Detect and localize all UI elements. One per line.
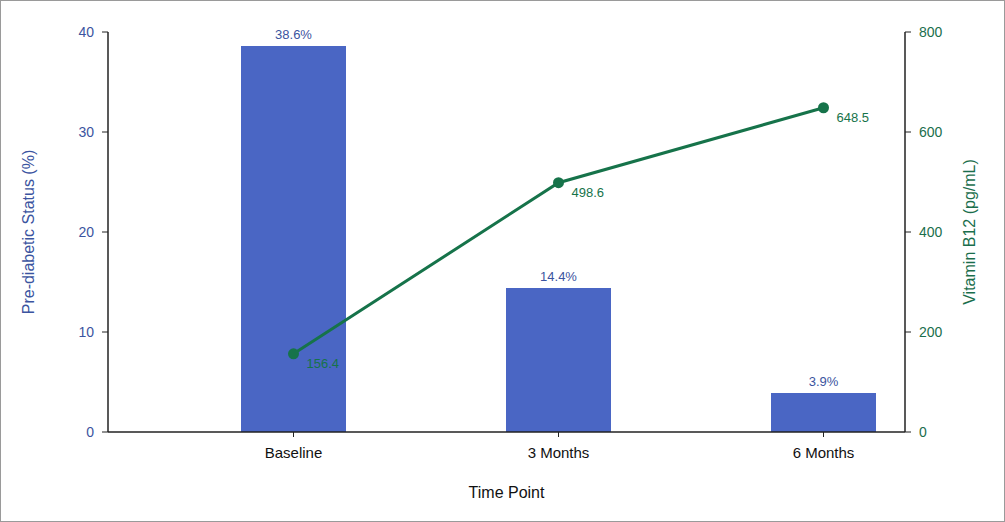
x-tick — [823, 432, 824, 437]
point-label: 156.4 — [307, 356, 340, 371]
y2-tick-label: 600 — [919, 124, 943, 140]
bar-label: 3.9% — [809, 374, 839, 389]
point — [553, 177, 564, 188]
bar-label: 38.6% — [275, 27, 312, 42]
bar — [241, 46, 346, 432]
y-tick — [102, 132, 108, 133]
x-tick-label: Baseline — [265, 444, 323, 461]
chart-container: 38.6%14.4%3.9%156.4498.6648.501020304002… — [0, 0, 1005, 522]
y2-tick — [905, 32, 911, 33]
y-tick-label: 20 — [78, 224, 94, 240]
plot-area — [241, 46, 876, 432]
point-label: 648.5 — [837, 110, 870, 125]
data-labels: 38.6% 14.4% 3.9% 156.4 498.6 648.5 — [275, 27, 869, 389]
y-axis-title: Pre-diabetic Status (%) — [20, 150, 37, 315]
y2-tick-label: 0 — [919, 424, 927, 440]
bar — [506, 288, 611, 432]
y2-tick-label: 200 — [919, 324, 943, 340]
x-tick — [558, 432, 559, 437]
point — [818, 102, 829, 113]
y2-tick — [905, 232, 911, 233]
y-tick — [102, 332, 108, 333]
x-tick — [293, 432, 294, 437]
chart: 38.6%14.4%3.9%156.4498.6648.501020304002… — [0, 0, 1005, 522]
frame — [1, 1, 1005, 522]
y2-tick-label: 400 — [919, 224, 943, 240]
y-tick-label: 30 — [78, 124, 94, 140]
x-tick-label: 6 Months — [793, 444, 855, 461]
y2-tick — [905, 432, 911, 433]
y2-tick-label: 800 — [919, 24, 943, 40]
y-tick-label: 0 — [86, 424, 94, 440]
y-tick — [102, 32, 108, 33]
y2-axis-title: Vitamin B12 (pg/mL) — [961, 159, 978, 305]
x-axis-title: Time Point — [469, 484, 545, 501]
line — [294, 108, 824, 354]
bar — [771, 393, 876, 432]
x-tick-label: 3 Months — [528, 444, 590, 461]
y-tick-label: 10 — [78, 324, 94, 340]
y-tick — [102, 432, 108, 433]
point — [288, 348, 299, 359]
x-axis — [108, 431, 905, 433]
y2-tick — [905, 132, 911, 133]
y-tick — [102, 232, 108, 233]
y-tick-label: 40 — [78, 24, 94, 40]
bar-label: 14.4% — [540, 269, 577, 284]
y2-tick — [905, 332, 911, 333]
point-label: 498.6 — [572, 185, 605, 200]
